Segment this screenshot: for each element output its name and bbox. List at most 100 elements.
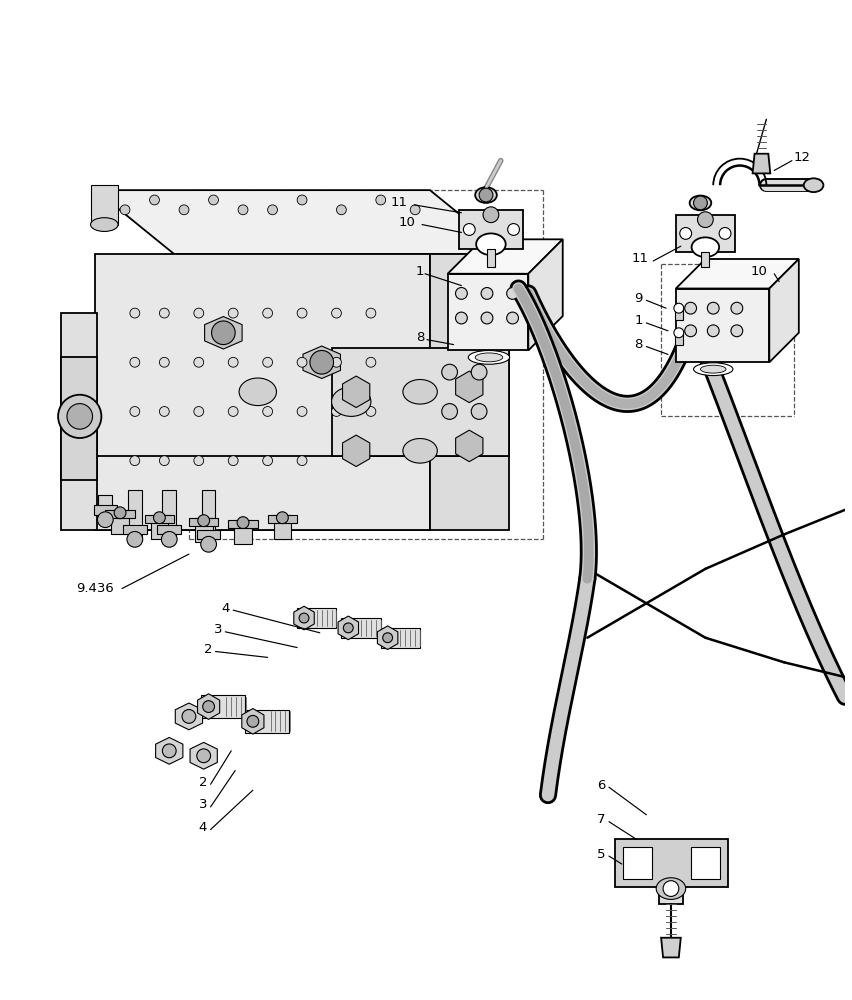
Circle shape bbox=[707, 325, 719, 337]
Circle shape bbox=[707, 302, 719, 314]
Circle shape bbox=[376, 195, 386, 205]
Bar bbox=[676, 215, 735, 252]
Ellipse shape bbox=[475, 353, 503, 362]
Circle shape bbox=[262, 308, 273, 318]
Bar bbox=[676, 289, 769, 362]
Ellipse shape bbox=[469, 350, 509, 364]
Polygon shape bbox=[331, 348, 509, 456]
Text: 6: 6 bbox=[597, 779, 606, 792]
Bar bbox=[151, 515, 169, 539]
Bar bbox=[123, 525, 147, 534]
Bar bbox=[701, 252, 710, 267]
Circle shape bbox=[507, 312, 519, 324]
Circle shape bbox=[685, 302, 697, 314]
Circle shape bbox=[698, 212, 713, 228]
Ellipse shape bbox=[239, 378, 277, 406]
Polygon shape bbox=[204, 317, 242, 349]
Ellipse shape bbox=[674, 328, 683, 338]
Polygon shape bbox=[61, 313, 97, 530]
Circle shape bbox=[297, 308, 307, 318]
Circle shape bbox=[383, 633, 393, 643]
Polygon shape bbox=[268, 515, 297, 523]
Polygon shape bbox=[95, 456, 430, 530]
Ellipse shape bbox=[689, 196, 711, 210]
Circle shape bbox=[120, 205, 130, 215]
Circle shape bbox=[731, 302, 743, 314]
Polygon shape bbox=[106, 510, 135, 518]
Circle shape bbox=[297, 456, 307, 466]
Text: 10: 10 bbox=[751, 265, 768, 278]
Circle shape bbox=[228, 407, 238, 416]
Bar bbox=[99, 495, 112, 520]
Polygon shape bbox=[242, 709, 264, 734]
Circle shape bbox=[479, 188, 493, 202]
Circle shape bbox=[441, 364, 458, 380]
Circle shape bbox=[343, 623, 354, 633]
Text: 11: 11 bbox=[390, 196, 407, 209]
Circle shape bbox=[58, 395, 101, 438]
Circle shape bbox=[201, 536, 216, 552]
Circle shape bbox=[262, 357, 273, 367]
Bar bbox=[459, 210, 523, 249]
Circle shape bbox=[297, 195, 307, 205]
Circle shape bbox=[194, 456, 204, 466]
Polygon shape bbox=[176, 703, 203, 730]
Circle shape bbox=[228, 357, 238, 367]
Ellipse shape bbox=[476, 233, 506, 255]
Polygon shape bbox=[456, 371, 483, 403]
Ellipse shape bbox=[803, 178, 823, 192]
Bar bbox=[623, 847, 653, 879]
Polygon shape bbox=[190, 742, 217, 769]
Circle shape bbox=[297, 357, 307, 367]
Circle shape bbox=[159, 456, 170, 466]
Bar bbox=[297, 608, 337, 628]
Polygon shape bbox=[456, 430, 483, 462]
Text: 3: 3 bbox=[214, 623, 222, 636]
Circle shape bbox=[268, 205, 278, 215]
Bar bbox=[381, 628, 420, 648]
Ellipse shape bbox=[331, 387, 371, 416]
Circle shape bbox=[719, 228, 731, 239]
Text: 7: 7 bbox=[597, 813, 606, 826]
Polygon shape bbox=[303, 346, 341, 379]
Circle shape bbox=[680, 228, 692, 239]
Bar bbox=[245, 710, 290, 733]
Circle shape bbox=[161, 531, 177, 547]
Circle shape bbox=[481, 312, 493, 324]
Circle shape bbox=[228, 456, 238, 466]
Circle shape bbox=[331, 308, 342, 318]
Text: 11: 11 bbox=[631, 252, 648, 265]
Bar bbox=[158, 525, 181, 534]
Circle shape bbox=[331, 407, 342, 416]
Bar bbox=[447, 274, 528, 350]
Polygon shape bbox=[676, 259, 799, 289]
Text: 1: 1 bbox=[635, 314, 643, 327]
Ellipse shape bbox=[674, 303, 683, 313]
Circle shape bbox=[228, 308, 238, 318]
Ellipse shape bbox=[700, 365, 726, 373]
Polygon shape bbox=[145, 515, 174, 523]
Circle shape bbox=[67, 404, 93, 429]
Ellipse shape bbox=[403, 439, 437, 463]
Text: 4: 4 bbox=[199, 821, 207, 834]
Circle shape bbox=[209, 195, 218, 205]
Polygon shape bbox=[377, 626, 398, 650]
Circle shape bbox=[179, 205, 189, 215]
Circle shape bbox=[114, 507, 126, 519]
Circle shape bbox=[163, 744, 176, 758]
Polygon shape bbox=[343, 435, 370, 467]
Circle shape bbox=[127, 531, 142, 547]
Polygon shape bbox=[61, 357, 97, 480]
Circle shape bbox=[262, 456, 273, 466]
Circle shape bbox=[694, 196, 707, 210]
Text: 9.436: 9.436 bbox=[76, 582, 113, 595]
Text: 8: 8 bbox=[635, 338, 643, 351]
Polygon shape bbox=[338, 616, 359, 640]
Polygon shape bbox=[156, 737, 183, 764]
Polygon shape bbox=[198, 694, 220, 719]
Circle shape bbox=[247, 715, 259, 727]
Bar bbox=[197, 530, 221, 539]
Ellipse shape bbox=[403, 379, 437, 404]
Polygon shape bbox=[447, 239, 562, 274]
Circle shape bbox=[159, 308, 170, 318]
